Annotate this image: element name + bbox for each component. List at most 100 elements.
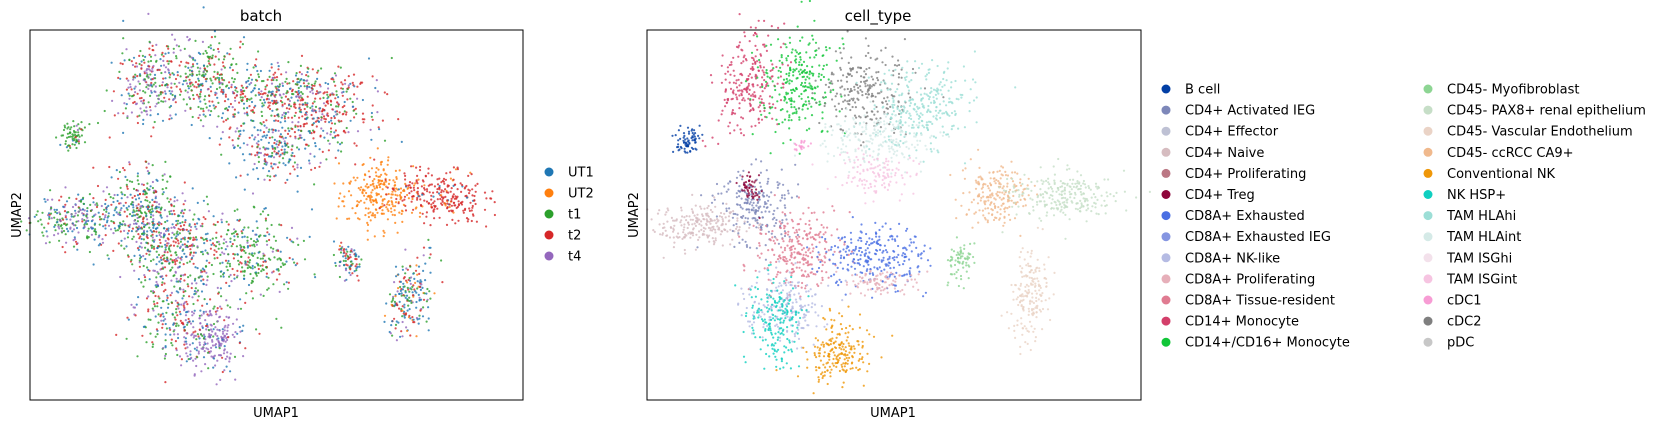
scatter-point [731,111,734,114]
scatter-point [898,94,901,97]
scatter-point [150,213,153,216]
scatter-point [164,248,167,251]
scatter-point [823,104,826,108]
scatter-point [147,162,150,165]
scatter-point [369,128,372,131]
scatter-point [250,78,254,81]
scatter-point [73,139,76,142]
scatter-point [178,310,181,313]
scatter-point [192,236,195,239]
scatter-point [86,213,89,216]
scatter-point [40,223,43,226]
scatter-point [363,173,367,176]
scatter-point [298,116,301,119]
scatter-point [138,114,141,117]
scatter-point [896,88,899,91]
scatter-point [235,318,238,321]
scatter-point [168,200,171,203]
scatter-point [105,206,108,209]
scatter-point [189,85,192,88]
scatter-point [143,274,146,277]
scatter-point [64,140,67,143]
scatter-point [197,51,200,55]
scatter-point [160,258,163,261]
scatter-point [206,251,209,254]
scatter-point [213,354,216,357]
scatter-point [248,153,251,156]
scatter-point [244,261,247,264]
scatter-point [395,339,398,342]
scatter-point [822,75,826,79]
scatter-point [806,65,809,68]
scatter-point [734,93,738,96]
scatter-point [868,84,872,87]
scatter-point [407,184,410,187]
scatter-point [179,245,182,248]
scatter-point [303,107,306,111]
scatter-point [168,245,171,248]
scatter-point [880,81,883,84]
scatter-point [105,186,109,189]
scatter-point [174,241,177,244]
scatter-point [275,268,278,271]
scatter-point [179,319,182,322]
scatter-point [161,254,164,257]
scatter-point [395,275,398,278]
scatter-point [398,307,401,310]
scatter-point [208,94,211,97]
scatter-point [223,345,226,348]
scatter-point [276,258,279,261]
scatter-point [349,273,352,277]
scatter-point [425,300,428,303]
scatter-point [320,127,323,130]
scatter-point [147,308,150,311]
scatter-point [229,273,232,277]
scatter-point [131,214,134,218]
scatter-point [268,128,271,131]
scatter-point [366,229,369,232]
scatter-point [751,93,754,96]
scatter-point [759,110,762,113]
scatter-point [135,189,138,192]
scatter-point [312,137,315,140]
scatter-point [283,263,287,266]
scatter-point [156,113,160,116]
scatter-point [800,0,803,3]
scatter-point [126,115,129,118]
scatter-point [164,220,167,224]
scatter-point [268,179,271,182]
scatter-point [835,115,838,118]
scatter-point [242,102,246,105]
scatter-point [864,37,868,40]
scatter-point [310,168,313,171]
scatter-point [897,76,901,79]
scatter-point [262,98,266,101]
scatter-point [120,94,123,97]
scatter-point [308,162,311,165]
scatter-point [774,130,777,134]
scatter-point [144,160,147,163]
scatter-point [142,122,145,126]
scatter-point [168,327,171,330]
scatter-point [380,163,383,166]
scatter-point [69,226,72,229]
scatter-point [334,97,337,100]
scatter-point [198,70,201,73]
scatter-point [72,224,75,227]
scatter-point [739,73,742,76]
scatter-point [200,275,203,278]
scatter-point [891,103,894,106]
scatter-point [794,61,798,64]
scatter-point [381,198,384,201]
scatter-point [260,110,263,113]
scatter-point [333,115,336,118]
batch-cluster [115,222,225,384]
scatter-point [889,135,892,138]
scatter-point [281,84,284,87]
scatter-point [152,290,155,293]
scatter-point [770,25,773,28]
scatter-point [215,87,219,91]
scatter-point [469,171,472,174]
scatter-point [406,286,409,289]
scatter-point [218,143,221,146]
